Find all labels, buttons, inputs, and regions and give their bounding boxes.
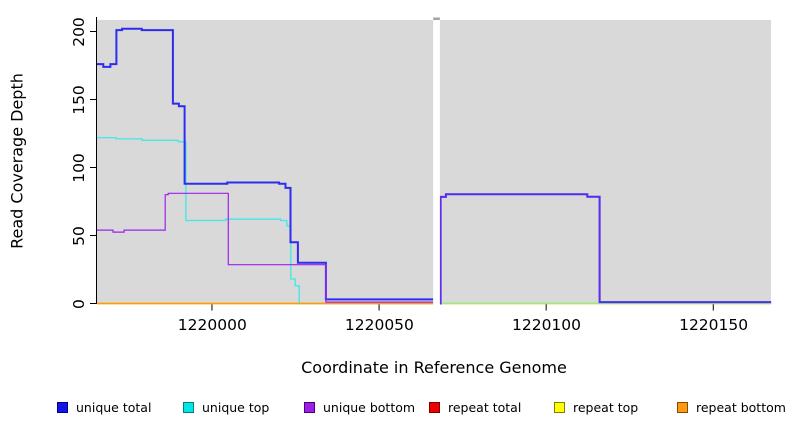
line-unique-bottom xyxy=(97,192,434,303)
x-axis-title: Coordinate in Reference Genome xyxy=(301,358,567,377)
y-tick-label-200: 200 xyxy=(70,16,88,47)
x-tick-label-1220000: 1220000 xyxy=(177,316,247,334)
y-tick-label-100: 100 xyxy=(70,152,88,183)
y-tick-label-150: 150 xyxy=(70,84,88,115)
gap-top-cap-icon xyxy=(433,17,440,20)
x-tick-label-1220100: 1220100 xyxy=(511,316,582,334)
line-unique-bottom xyxy=(439,193,772,305)
line-unique-top xyxy=(97,136,434,305)
x-tick-label-1220150: 1220150 xyxy=(679,316,749,334)
y-tick-label-0: 0 xyxy=(70,298,88,309)
y-axis-title: Read Coverage Depth xyxy=(7,73,27,249)
no-data-gap xyxy=(433,19,440,307)
x-tick-label-1220050: 1220050 xyxy=(344,316,414,334)
y-tick-label-50: 50 xyxy=(70,225,88,246)
line-unique-total xyxy=(97,27,434,301)
